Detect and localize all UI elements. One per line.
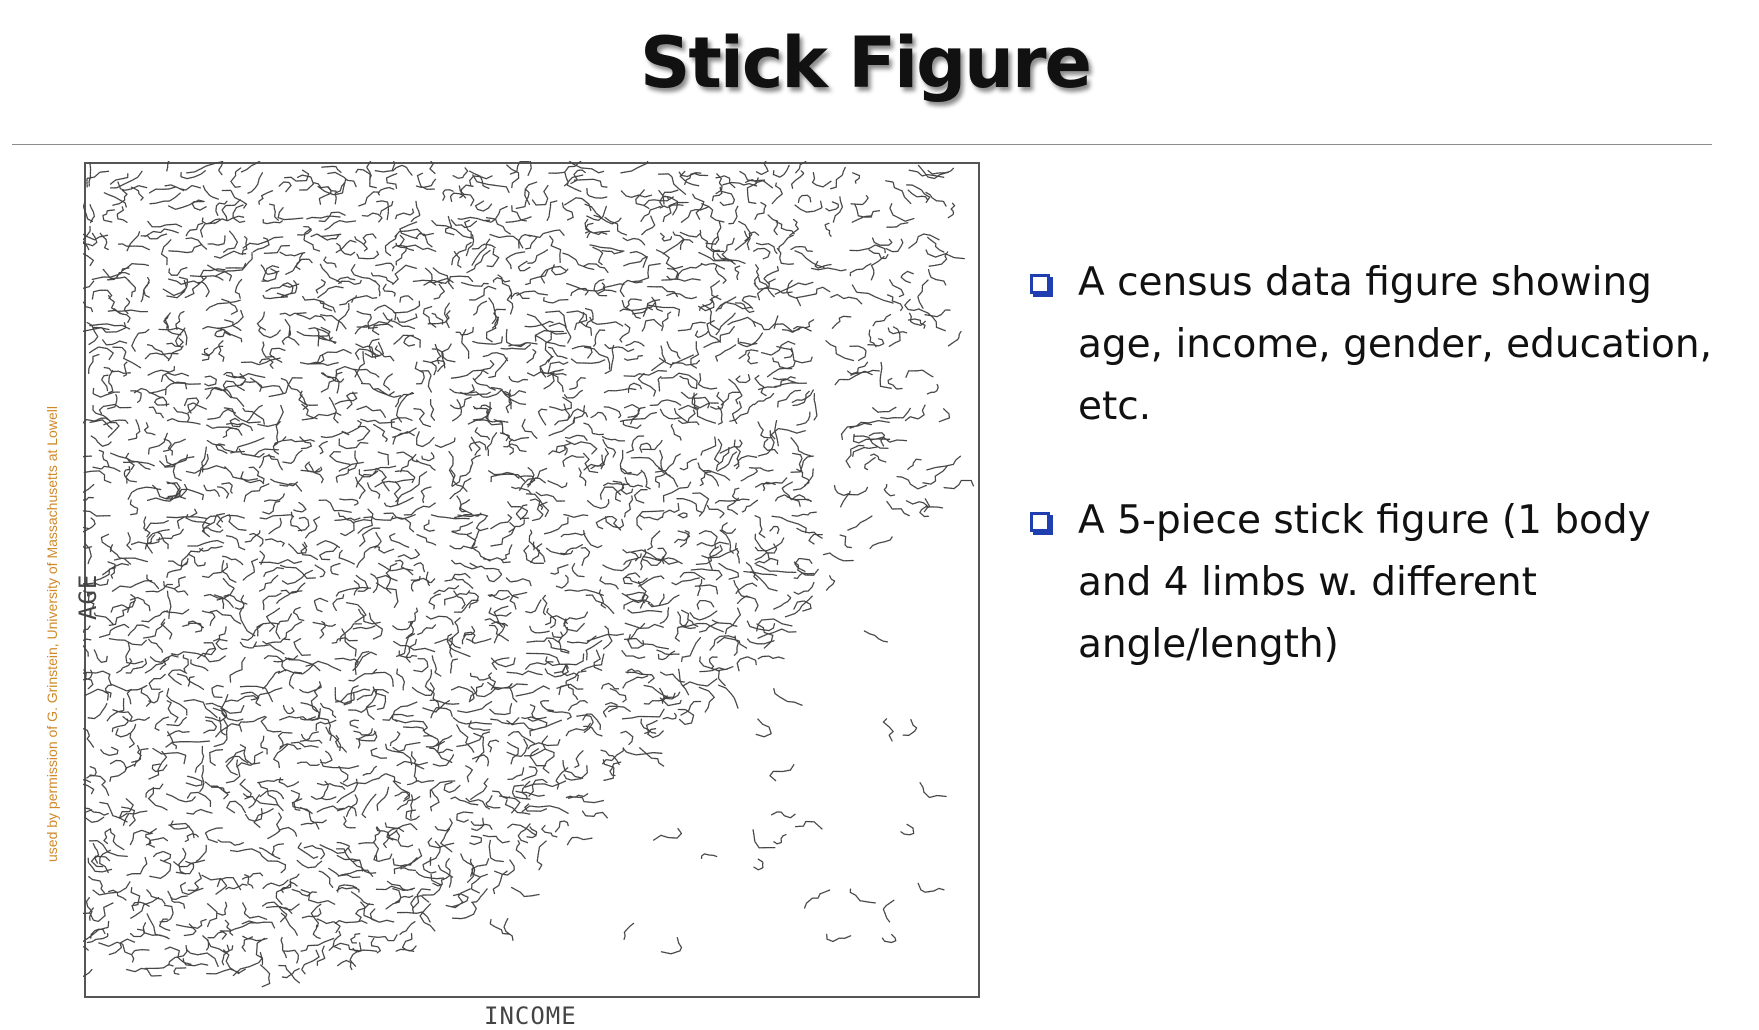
bullet-item: A 5-piece stick figure (1 body and 4 lim… xyxy=(1030,490,1730,676)
bullet-text: A 5-piece stick figure (1 body and 4 lim… xyxy=(1078,498,1651,667)
square-bullet-icon xyxy=(1030,512,1050,532)
image-credit: used by permission of G. Grinstein, Univ… xyxy=(44,406,60,862)
stick-figure-image xyxy=(83,161,980,998)
y-axis-label: AGE xyxy=(74,573,102,620)
title-divider xyxy=(12,144,1712,145)
bullet-item: A census data figure showing age, income… xyxy=(1030,252,1730,438)
slide-title: Stick Figure xyxy=(639,22,1092,104)
stick-figures xyxy=(83,161,975,988)
stick-figure-texture xyxy=(83,161,975,988)
square-bullet-icon xyxy=(1030,274,1050,294)
stick-figure-plot xyxy=(83,161,981,999)
bullet-text: A census data figure showing age, income… xyxy=(1078,260,1713,429)
plot-border xyxy=(84,162,980,998)
bullet-list: A census data figure showing age, income… xyxy=(1030,252,1730,728)
x-axis-label: INCOME xyxy=(484,1002,577,1030)
